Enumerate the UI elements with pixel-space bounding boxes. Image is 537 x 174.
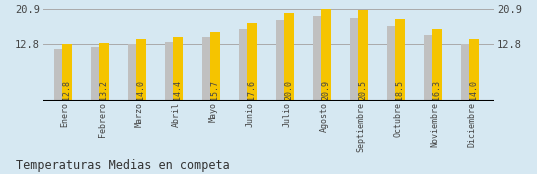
Bar <box>246 23 257 101</box>
Text: 18.5: 18.5 <box>395 80 404 100</box>
Bar <box>468 39 479 101</box>
Text: 14.0: 14.0 <box>469 80 478 100</box>
Bar <box>432 29 442 101</box>
Bar <box>424 35 434 101</box>
Text: 12.8: 12.8 <box>62 80 71 100</box>
Bar <box>165 42 175 101</box>
Text: 20.0: 20.0 <box>284 80 293 100</box>
Bar <box>173 37 183 101</box>
Bar <box>202 37 212 101</box>
Bar <box>91 47 101 101</box>
Bar <box>62 44 72 101</box>
Bar <box>387 26 397 101</box>
Text: 20.9: 20.9 <box>321 80 330 100</box>
Bar <box>99 43 109 101</box>
Bar <box>350 18 360 101</box>
Text: 17.6: 17.6 <box>248 80 256 100</box>
Text: 14.4: 14.4 <box>173 80 183 100</box>
Text: 13.2: 13.2 <box>99 80 108 100</box>
Bar <box>321 9 331 101</box>
Text: 14.0: 14.0 <box>136 80 146 100</box>
Bar <box>128 44 139 101</box>
Text: 15.7: 15.7 <box>211 80 220 100</box>
Text: 20.5: 20.5 <box>358 80 367 100</box>
Bar <box>358 10 368 101</box>
Bar <box>239 29 249 101</box>
Bar <box>276 20 286 101</box>
Bar <box>313 16 323 101</box>
Bar <box>210 32 220 101</box>
Bar <box>284 13 294 101</box>
Text: 16.3: 16.3 <box>432 80 441 100</box>
Bar <box>461 44 471 101</box>
Bar <box>136 39 146 101</box>
Bar <box>395 19 405 101</box>
Text: Temperaturas Medias en competa: Temperaturas Medias en competa <box>16 159 230 172</box>
Bar <box>54 49 64 101</box>
